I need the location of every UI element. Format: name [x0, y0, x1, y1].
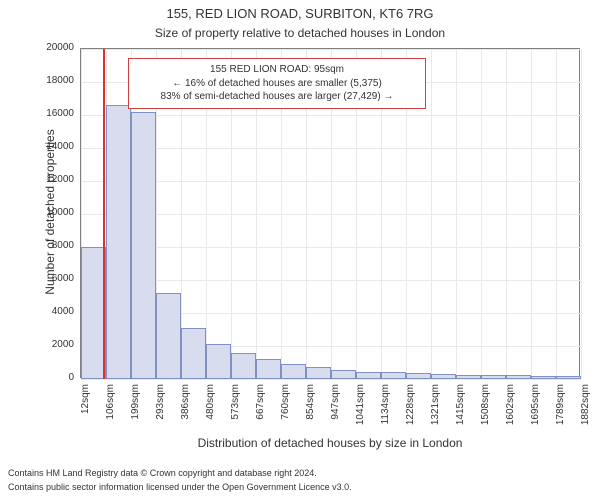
y-tick-label: 0: [32, 372, 74, 383]
x-tick-label: 667sqm: [255, 384, 266, 439]
histogram-bar: [206, 344, 231, 379]
grid-line: [431, 49, 432, 379]
y-tick-label: 2000: [32, 339, 74, 350]
footer-line2: Contains public sector information licen…: [8, 482, 352, 492]
x-tick-label: 1134sqm: [380, 384, 391, 439]
y-tick-label: 6000: [32, 273, 74, 284]
grid-line: [456, 49, 457, 379]
x-tick-label: 760sqm: [280, 384, 291, 439]
x-tick-label: 1228sqm: [405, 384, 416, 439]
histogram-bar: [506, 375, 531, 379]
histogram-bar: [156, 293, 181, 379]
y-tick-label: 12000: [32, 174, 74, 185]
histogram-bar: [331, 370, 356, 379]
footer-line1: Contains HM Land Registry data © Crown c…: [8, 468, 317, 478]
x-tick-label: 199sqm: [130, 384, 141, 439]
x-tick-label: 1321sqm: [430, 384, 441, 439]
grid-line: [531, 49, 532, 379]
y-tick-label: 8000: [32, 240, 74, 251]
histogram-bar: [481, 375, 506, 379]
histogram-bar: [356, 372, 381, 379]
grid-line: [556, 49, 557, 379]
property-marker-line: [103, 49, 105, 379]
histogram-bar: [281, 364, 306, 379]
chart-container: 155, RED LION ROAD, SURBITON, KT6 7RG Si…: [0, 0, 600, 500]
grid-line: [581, 49, 582, 379]
histogram-bar: [231, 353, 256, 379]
x-tick-label: 293sqm: [155, 384, 166, 439]
histogram-bar: [456, 375, 481, 379]
grid-line: [481, 49, 482, 379]
x-tick-label: 854sqm: [305, 384, 316, 439]
histogram-bar: [556, 376, 581, 379]
x-tick-label: 1508sqm: [480, 384, 491, 439]
histogram-bar: [181, 328, 206, 379]
histogram-bar: [306, 367, 331, 379]
x-tick-label: 1041sqm: [355, 384, 366, 439]
x-tick-label: 386sqm: [180, 384, 191, 439]
y-tick-label: 10000: [32, 207, 74, 218]
chart-title-line2: Size of property relative to detached ho…: [0, 26, 600, 40]
y-tick-label: 20000: [32, 42, 74, 53]
y-tick-label: 16000: [32, 108, 74, 119]
annotation-line1: 155 RED LION ROAD: 95sqm: [135, 63, 419, 77]
x-tick-label: 480sqm: [205, 384, 216, 439]
x-tick-label: 1789sqm: [555, 384, 566, 439]
y-tick-label: 18000: [32, 75, 74, 86]
grid-line: [506, 49, 507, 379]
histogram-bar: [256, 359, 281, 379]
y-tick-label: 14000: [32, 141, 74, 152]
y-tick-label: 4000: [32, 306, 74, 317]
x-tick-label: 1695sqm: [530, 384, 541, 439]
histogram-bar: [431, 374, 456, 379]
histogram-bar: [531, 376, 556, 379]
x-tick-label: 12sqm: [80, 384, 91, 439]
x-tick-label: 947sqm: [330, 384, 341, 439]
x-tick-label: 106sqm: [105, 384, 116, 439]
x-tick-label: 573sqm: [230, 384, 241, 439]
x-tick-label: 1415sqm: [455, 384, 466, 439]
chart-title-line1: 155, RED LION ROAD, SURBITON, KT6 7RG: [0, 6, 600, 21]
x-tick-label: 1602sqm: [505, 384, 516, 439]
histogram-bar: [381, 372, 406, 379]
annotation-box: 155 RED LION ROAD: 95sqm ← 16% of detach…: [128, 58, 426, 109]
x-tick-label: 1882sqm: [580, 384, 591, 439]
histogram-bar: [131, 112, 156, 379]
grid-line: [81, 379, 581, 380]
histogram-bar: [106, 105, 131, 379]
annotation-line2: ← 16% of detached houses are smaller (5,…: [135, 77, 419, 91]
histogram-bar: [406, 373, 431, 379]
annotation-line3: 83% of semi-detached houses are larger (…: [135, 90, 419, 104]
